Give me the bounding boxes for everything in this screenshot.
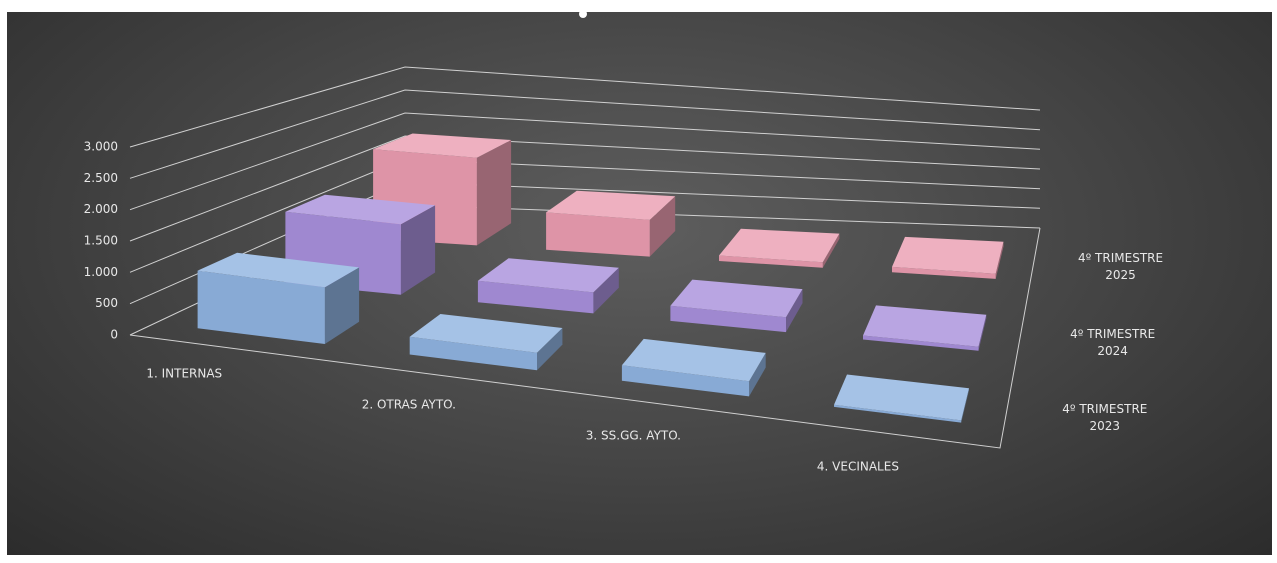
bar-front: [197, 270, 325, 344]
bar-side: [593, 267, 619, 314]
bar-front: [670, 305, 786, 333]
bar-top: [670, 279, 803, 318]
bar-side: [537, 328, 563, 371]
series-label: 4º TRIMESTRE 2024: [1070, 326, 1156, 358]
bar: [197, 252, 360, 344]
grid-line: [129, 135, 1041, 242]
grid-line: [129, 112, 1041, 211]
bar-top: [719, 228, 840, 263]
bar: [892, 236, 1004, 279]
bar: [719, 228, 840, 268]
bar-top: [863, 305, 987, 347]
bar-side: [995, 241, 1004, 279]
bar-top: [477, 258, 619, 293]
bar-top: [409, 314, 563, 353]
y-tick-label: 1.000: [84, 265, 118, 279]
bar-top: [892, 236, 1004, 274]
bar-top: [546, 190, 676, 220]
bar-side: [749, 352, 766, 397]
bar-side: [822, 233, 840, 268]
x-tick-label: 4. VECINALES: [817, 459, 899, 473]
bar-side: [324, 267, 360, 344]
bar: [834, 374, 969, 423]
grid-line: [129, 89, 1041, 179]
bar-front: [409, 336, 537, 371]
grid-line: [129, 66, 1041, 148]
y-tick-label: 3.000: [84, 140, 118, 154]
bar: [477, 258, 619, 314]
bar-top: [285, 194, 436, 225]
bar: [621, 338, 766, 397]
bar-top: [373, 133, 512, 158]
bar-front: [477, 280, 594, 314]
handle-dot: [579, 10, 587, 18]
bar: [546, 190, 676, 257]
x-tick-label: 1. INTERNAS: [146, 367, 222, 381]
bar-side: [649, 196, 676, 257]
series-label: 4º TRIMESTRE 2023: [1062, 402, 1148, 434]
bar: [670, 279, 803, 333]
bar-front: [892, 266, 996, 279]
bar-top: [834, 374, 969, 421]
bar-front: [834, 404, 962, 423]
bar-side: [978, 314, 987, 351]
bar-top: [197, 252, 360, 288]
y-tick-label: 2.000: [84, 202, 118, 216]
bar-side: [476, 140, 512, 246]
series-label: 4º TRIMESTRE 2025: [1077, 251, 1164, 283]
y-tick-label: 0: [110, 328, 118, 342]
bar-front: [863, 335, 979, 351]
y-tick-label: 2.500: [84, 171, 118, 185]
bar: [285, 194, 436, 295]
x-tick-label: 2. OTRAS AYTO.: [362, 398, 456, 412]
axis-line: [129, 227, 1041, 449]
y-tick-label: 500: [95, 296, 118, 310]
bar-front: [621, 365, 750, 397]
bar-side: [786, 289, 803, 333]
bar-front: [546, 212, 650, 257]
bar: [863, 305, 987, 351]
bar-side: [961, 388, 969, 423]
bar-top: [621, 338, 766, 382]
bar-side: [400, 205, 436, 295]
bar-front: [719, 255, 823, 268]
x-tick-label: 3. SS.GG. AYTO.: [586, 428, 681, 442]
bar: [373, 133, 512, 246]
y-tick-label: 1.500: [84, 234, 118, 248]
bar: [409, 314, 563, 371]
